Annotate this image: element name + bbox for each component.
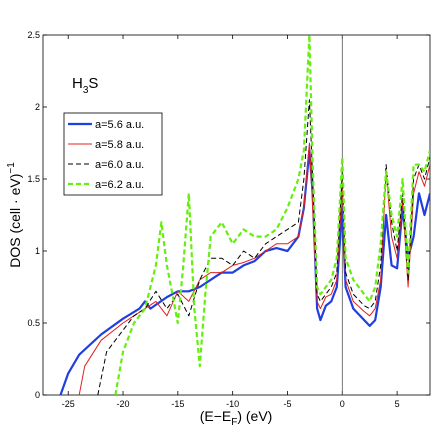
legend-label: a=6.2 a.u. [95, 179, 144, 191]
legend-label: a=5.6 a.u. [95, 119, 144, 131]
y-label-part: DOS (cell · eV) [7, 174, 23, 268]
y-axis-label: DOS (cell · eV)−1 [6, 162, 23, 268]
x-tick-label: -25 [62, 399, 75, 409]
y-tick-label: 0.5 [27, 318, 40, 328]
series-line [97, 99, 430, 395]
annotation: H3S [72, 75, 98, 96]
x-tick-label: -10 [226, 399, 239, 409]
annotation-part: 3 [83, 85, 89, 96]
x-tick-label: -5 [283, 399, 291, 409]
annotation-part: H [72, 75, 83, 92]
x-label-part: (E−E [200, 408, 232, 424]
x-tick-label: 5 [395, 399, 400, 409]
annotation-part: S [88, 75, 98, 92]
y-label-part: −1 [6, 162, 17, 174]
y-tick-label: 1 [35, 246, 40, 256]
x-label-part: F [231, 417, 237, 428]
series-line [114, 35, 430, 395]
y-tick-label: 0 [35, 390, 40, 400]
x-axis-label: (E−EF) (eV) [200, 408, 273, 428]
x-tick-label: 0 [340, 399, 345, 409]
legend-label: a=5.8 a.u. [95, 139, 144, 151]
y-tick-label: 2 [35, 102, 40, 112]
legend-box [63, 112, 163, 196]
plot-lines [59, 35, 430, 395]
y-tick-label: 2.5 [27, 30, 40, 40]
legend-label: a=6.0 a.u. [95, 159, 144, 171]
x-tick-label: -15 [171, 399, 184, 409]
x-tick-label: -20 [117, 399, 130, 409]
series-line [78, 142, 430, 395]
y-tick-label: 1.5 [27, 174, 40, 184]
x-label-part: ) (eV) [237, 408, 272, 424]
